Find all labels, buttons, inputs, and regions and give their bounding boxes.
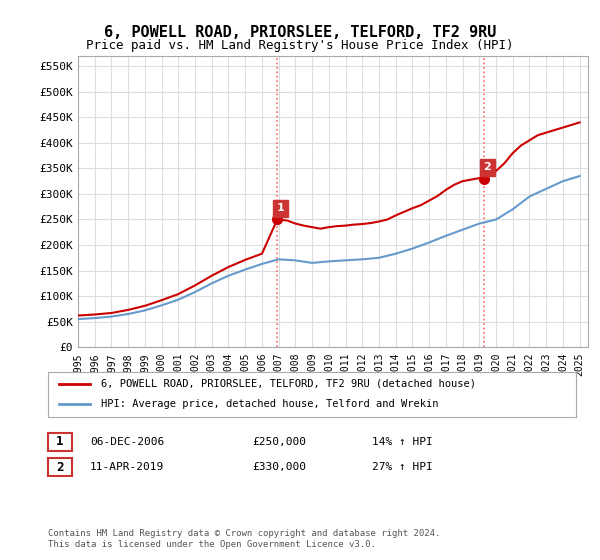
Text: Price paid vs. HM Land Registry's House Price Index (HPI): Price paid vs. HM Land Registry's House … (86, 39, 514, 52)
Text: 1: 1 (56, 435, 64, 449)
Text: 6, POWELL ROAD, PRIORSLEE, TELFORD, TF2 9RU: 6, POWELL ROAD, PRIORSLEE, TELFORD, TF2 … (104, 25, 496, 40)
Text: £330,000: £330,000 (252, 462, 306, 472)
Text: 14% ↑ HPI: 14% ↑ HPI (372, 437, 433, 447)
Text: 6, POWELL ROAD, PRIORSLEE, TELFORD, TF2 9RU (detached house): 6, POWELL ROAD, PRIORSLEE, TELFORD, TF2 … (101, 379, 476, 389)
Text: 06-DEC-2006: 06-DEC-2006 (90, 437, 164, 447)
Text: 2: 2 (484, 162, 491, 172)
Text: HPI: Average price, detached house, Telford and Wrekin: HPI: Average price, detached house, Telf… (101, 399, 438, 409)
Text: 2: 2 (56, 460, 64, 474)
Text: £250,000: £250,000 (252, 437, 306, 447)
Text: 27% ↑ HPI: 27% ↑ HPI (372, 462, 433, 472)
Text: 11-APR-2019: 11-APR-2019 (90, 462, 164, 472)
Text: 1: 1 (277, 203, 284, 213)
Text: Contains HM Land Registry data © Crown copyright and database right 2024.
This d: Contains HM Land Registry data © Crown c… (48, 529, 440, 549)
